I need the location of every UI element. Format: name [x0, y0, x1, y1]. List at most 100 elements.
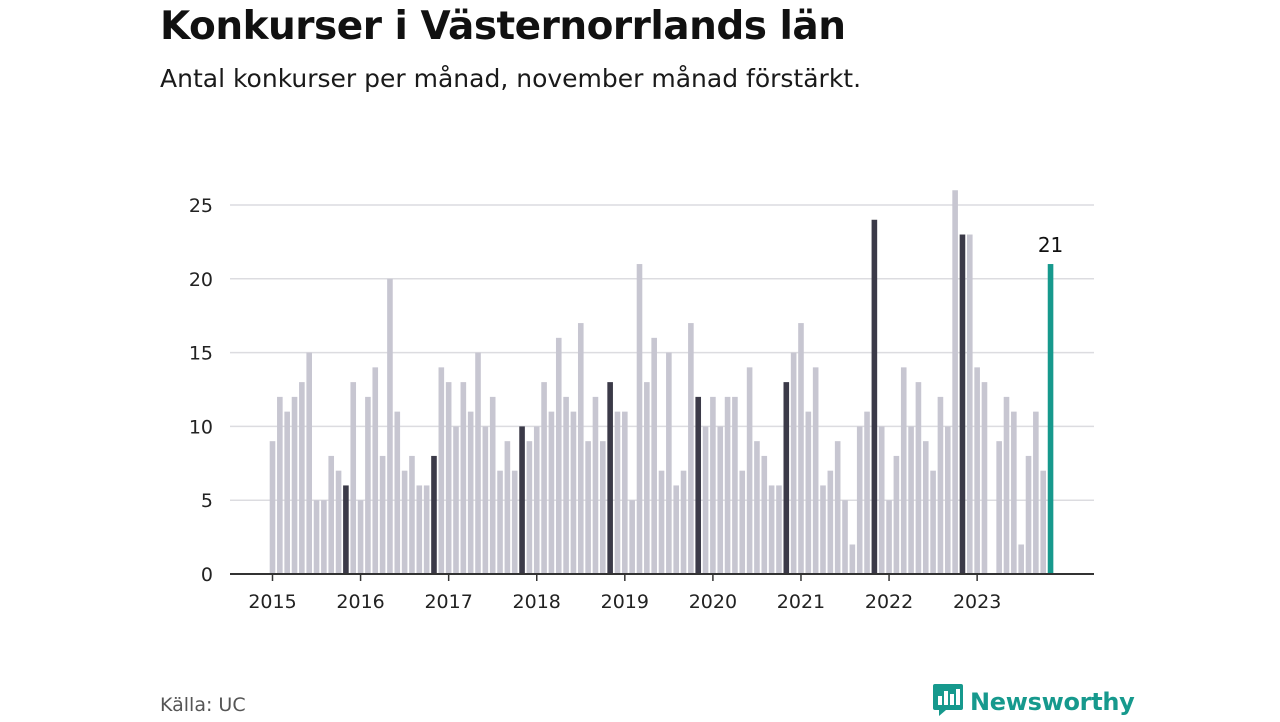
x-axis: 2015 2016 2017 2018 2019 2020 2021 2022 2023: [230, 573, 1094, 613]
bar: [533, 426, 540, 574]
bar: [981, 382, 988, 574]
y-tick-label: 15: [189, 343, 213, 365]
bar: [291, 396, 298, 574]
bar: [1011, 411, 1017, 574]
newsworthy-logo-icon: [932, 682, 964, 722]
bar: [489, 396, 496, 574]
bar: [842, 500, 848, 574]
bar: [416, 485, 423, 574]
bar: [313, 500, 320, 574]
bar: [937, 396, 944, 574]
bar: [644, 382, 650, 574]
bar: [321, 500, 327, 574]
bar: [453, 426, 459, 574]
brand-logo[interactable]: Newsworthy: [932, 682, 1135, 722]
bar: [1018, 544, 1024, 574]
y-tick-label: 0: [201, 564, 213, 586]
bar: [710, 396, 716, 574]
bar: [761, 455, 768, 574]
bar: [776, 485, 782, 574]
x-tick-label: 2021: [777, 591, 825, 613]
x-tick-label: 2017: [424, 591, 472, 613]
bar: [1033, 411, 1039, 574]
bar: [812, 367, 819, 574]
bar: [878, 426, 885, 574]
bar: [820, 485, 826, 574]
bar-november: [959, 234, 966, 574]
bar: [585, 441, 591, 574]
bar: [350, 382, 357, 574]
bar: [299, 382, 305, 574]
bar: [269, 441, 276, 574]
bar: [798, 323, 804, 574]
x-tick-label: 2023: [953, 591, 1001, 613]
bar: [805, 411, 812, 574]
bar: [592, 396, 599, 574]
bar: [900, 367, 907, 574]
y-axis: 0 5 10 15 20 25: [189, 195, 213, 586]
bar: [1003, 396, 1010, 574]
brand-name: Newsworthy: [970, 688, 1135, 716]
x-tick-label: 2020: [689, 591, 737, 613]
x-tick-label: 2015: [248, 591, 296, 613]
bar: [996, 441, 1002, 574]
bar: [886, 500, 892, 574]
bar: [365, 396, 371, 574]
bar-november: [695, 396, 702, 574]
bar: [409, 455, 415, 574]
bar-november: [343, 485, 349, 574]
x-tick-label: 2018: [513, 591, 561, 613]
bar: [306, 352, 312, 574]
bar: [423, 485, 430, 574]
bar: [849, 544, 856, 574]
x-tick-label: 2019: [601, 591, 649, 613]
bar: [944, 426, 951, 574]
bar: [629, 500, 635, 574]
bar: [401, 470, 408, 574]
bar: [548, 411, 555, 574]
bar: [460, 382, 467, 574]
bar: [387, 278, 393, 574]
bar: [768, 485, 775, 574]
bar: [930, 470, 936, 574]
bar: [732, 396, 738, 574]
bar: [908, 426, 914, 574]
bar: [974, 367, 980, 574]
bar: [680, 470, 687, 574]
bar: [967, 234, 973, 574]
bar: [445, 382, 452, 574]
bar: [467, 411, 474, 574]
bar: [864, 411, 870, 574]
bar: [379, 455, 386, 574]
bar: [614, 411, 621, 574]
bar: [1025, 455, 1032, 574]
bar: [636, 264, 643, 574]
bar: [658, 470, 665, 574]
x-tick-label: 2022: [865, 591, 913, 613]
bar: [746, 367, 753, 574]
bar: [893, 455, 900, 574]
bar: [673, 485, 679, 574]
bar-november: [783, 382, 790, 574]
bar-november: [871, 219, 878, 574]
bar: [952, 190, 958, 575]
bar: [577, 323, 584, 574]
bar: [277, 396, 283, 574]
bar: [438, 367, 445, 574]
y-tick-label: 25: [189, 195, 213, 217]
bar: [600, 441, 606, 574]
bar: [475, 352, 481, 574]
bar: [666, 352, 672, 574]
bar: [739, 470, 746, 574]
latest-value-label: 21: [1038, 233, 1063, 257]
chart-title: Konkurser i Västernorrlands län: [160, 4, 846, 49]
bar: [790, 352, 797, 574]
bar: [717, 426, 724, 574]
bars: [269, 190, 1054, 575]
bar-november: [431, 455, 437, 574]
bar-november: [607, 382, 613, 574]
bar-november: [519, 426, 525, 574]
bar: [754, 441, 760, 574]
bar: [357, 500, 364, 574]
